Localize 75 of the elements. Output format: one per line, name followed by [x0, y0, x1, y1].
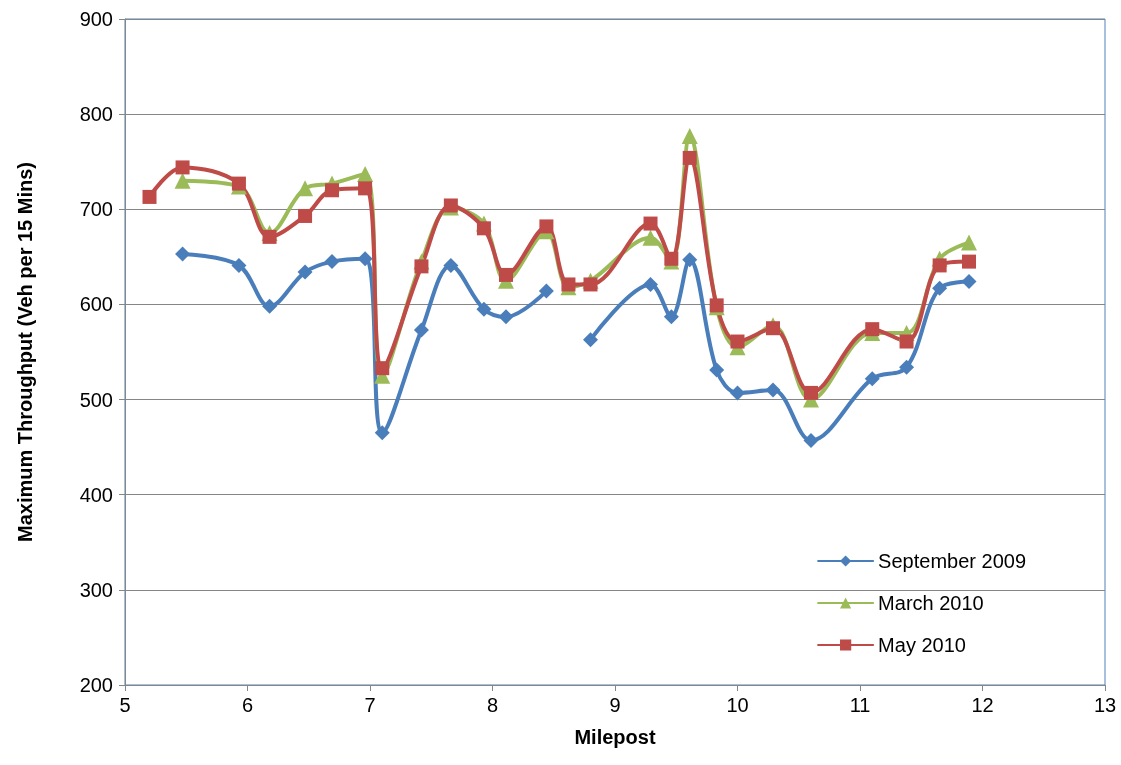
point	[325, 183, 340, 198]
point	[583, 277, 598, 292]
point	[476, 301, 492, 317]
y-tick-label: 900	[79, 8, 113, 30]
point	[682, 252, 698, 268]
point	[374, 425, 390, 441]
x-axis-title: Milepost	[574, 726, 656, 748]
point	[443, 257, 459, 273]
point	[414, 259, 429, 274]
point	[803, 432, 819, 448]
point	[538, 283, 554, 299]
point	[682, 150, 697, 165]
point	[765, 382, 781, 398]
x-tick-label: 10	[726, 694, 749, 716]
x-tick-label: 7	[364, 694, 376, 716]
point	[231, 176, 246, 191]
point	[681, 128, 698, 145]
y-tick-label: 800	[79, 103, 113, 126]
point	[262, 298, 278, 314]
point	[561, 277, 576, 292]
x-tick-label: 13	[1093, 694, 1117, 716]
point	[961, 274, 977, 290]
x-tick-label: 5	[119, 694, 131, 716]
x-tick-label: 9	[609, 694, 621, 716]
point	[643, 276, 659, 292]
x-tick-label: 6	[241, 694, 254, 716]
legend-label: March 2010	[878, 592, 984, 614]
y-tick-label: 600	[79, 293, 113, 316]
point	[709, 362, 725, 378]
point	[476, 221, 491, 236]
y-tick-label: 500	[79, 388, 113, 411]
point	[643, 216, 658, 231]
point	[539, 219, 554, 234]
point	[899, 334, 914, 349]
point	[175, 160, 190, 175]
y-tick-label: 200	[79, 674, 113, 696]
point	[375, 361, 390, 376]
point	[642, 229, 659, 246]
point	[962, 254, 977, 269]
point	[298, 208, 313, 223]
point	[899, 359, 915, 375]
x-tick-label: 12	[971, 694, 994, 716]
y-axis-title: Maximum Throughput (Veh per 15 Mins)	[14, 161, 36, 543]
point	[175, 246, 191, 262]
x-tick-label: 11	[849, 694, 871, 716]
y-tick-label: 400	[79, 483, 113, 506]
legend-label: September 2009	[878, 550, 1027, 572]
point	[498, 309, 514, 325]
y-tick-label: 300	[79, 578, 113, 601]
y-tick-label: 700	[79, 198, 113, 221]
point	[865, 322, 880, 337]
point	[664, 251, 679, 266]
point	[262, 229, 277, 244]
point	[663, 309, 679, 325]
point	[413, 322, 429, 338]
point	[142, 189, 157, 204]
point	[730, 385, 745, 401]
point	[174, 172, 191, 189]
point	[357, 251, 373, 267]
point	[358, 181, 373, 196]
point	[804, 385, 818, 400]
point	[932, 258, 947, 273]
x-tick-label: 8	[486, 694, 499, 716]
point	[932, 280, 948, 296]
point	[864, 371, 880, 387]
point	[324, 254, 340, 270]
point	[297, 264, 313, 280]
legend-label: May 2010	[878, 634, 966, 656]
point	[231, 257, 247, 273]
point	[961, 234, 978, 251]
point	[498, 267, 513, 282]
point	[766, 321, 781, 336]
point	[583, 332, 598, 348]
point	[297, 180, 314, 197]
point	[730, 334, 745, 349]
